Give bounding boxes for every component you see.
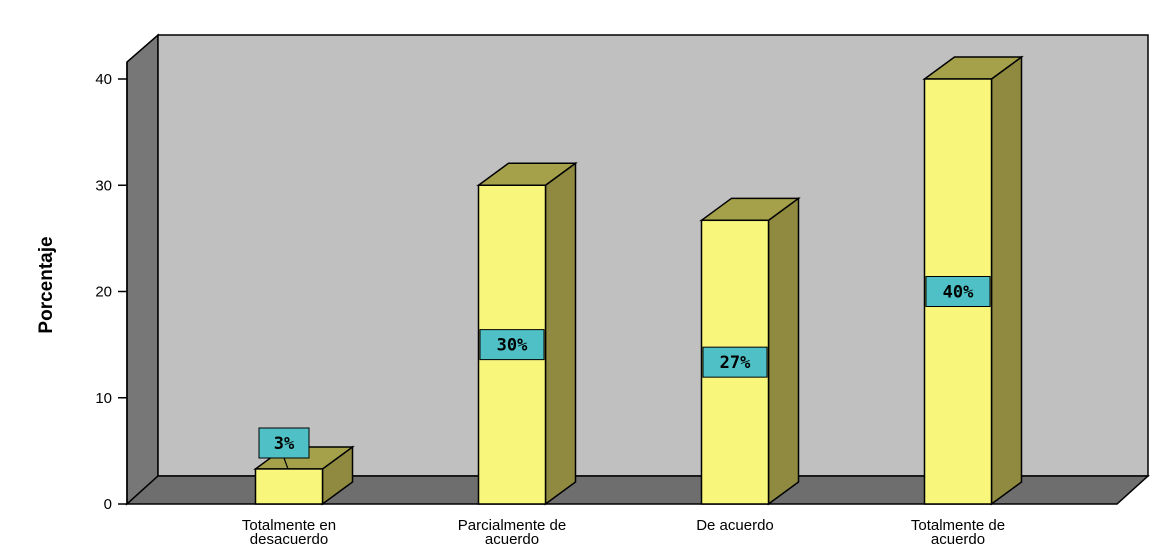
x-tick-label: Parcialmente de acuerdo — [458, 517, 566, 546]
data-label-box — [702, 346, 768, 378]
y-tick-label: 0 — [104, 496, 112, 513]
data-label-text: 27% — [720, 353, 751, 373]
bar-side — [990, 55, 1023, 506]
floor — [125, 475, 1150, 505]
data-label-text: 30% — [497, 336, 528, 356]
y-axis-label: Porcentaje — [36, 236, 57, 333]
data-label-leader — [283, 457, 289, 470]
y-tick-label: 10 — [95, 390, 112, 407]
data-label-text: 40% — [943, 283, 974, 303]
y-tick-label: 40 — [95, 71, 112, 88]
data-label: 30% — [479, 329, 545, 361]
bar-side — [544, 161, 577, 506]
y-tick-label: 20 — [95, 284, 112, 301]
data-label: 40% — [925, 276, 991, 307]
data-label-box — [258, 427, 310, 459]
left-wall — [126, 33, 159, 506]
data-label-box — [925, 276, 991, 307]
x-tick-label: De acuerdo — [696, 517, 774, 534]
data-label: 3% — [258, 427, 310, 470]
data-label-text: 3% — [274, 434, 295, 454]
bar-front — [254, 468, 324, 505]
bar-side — [767, 196, 800, 506]
y-tick-label: 30 — [95, 177, 112, 194]
bar — [699, 196, 801, 506]
x-tick-label: Totalmente en desacuerdo — [242, 517, 336, 546]
x-tick-label: Totalmente de acuerdo — [911, 517, 1005, 546]
data-label: 27% — [702, 346, 768, 378]
data-label-box — [479, 329, 545, 361]
